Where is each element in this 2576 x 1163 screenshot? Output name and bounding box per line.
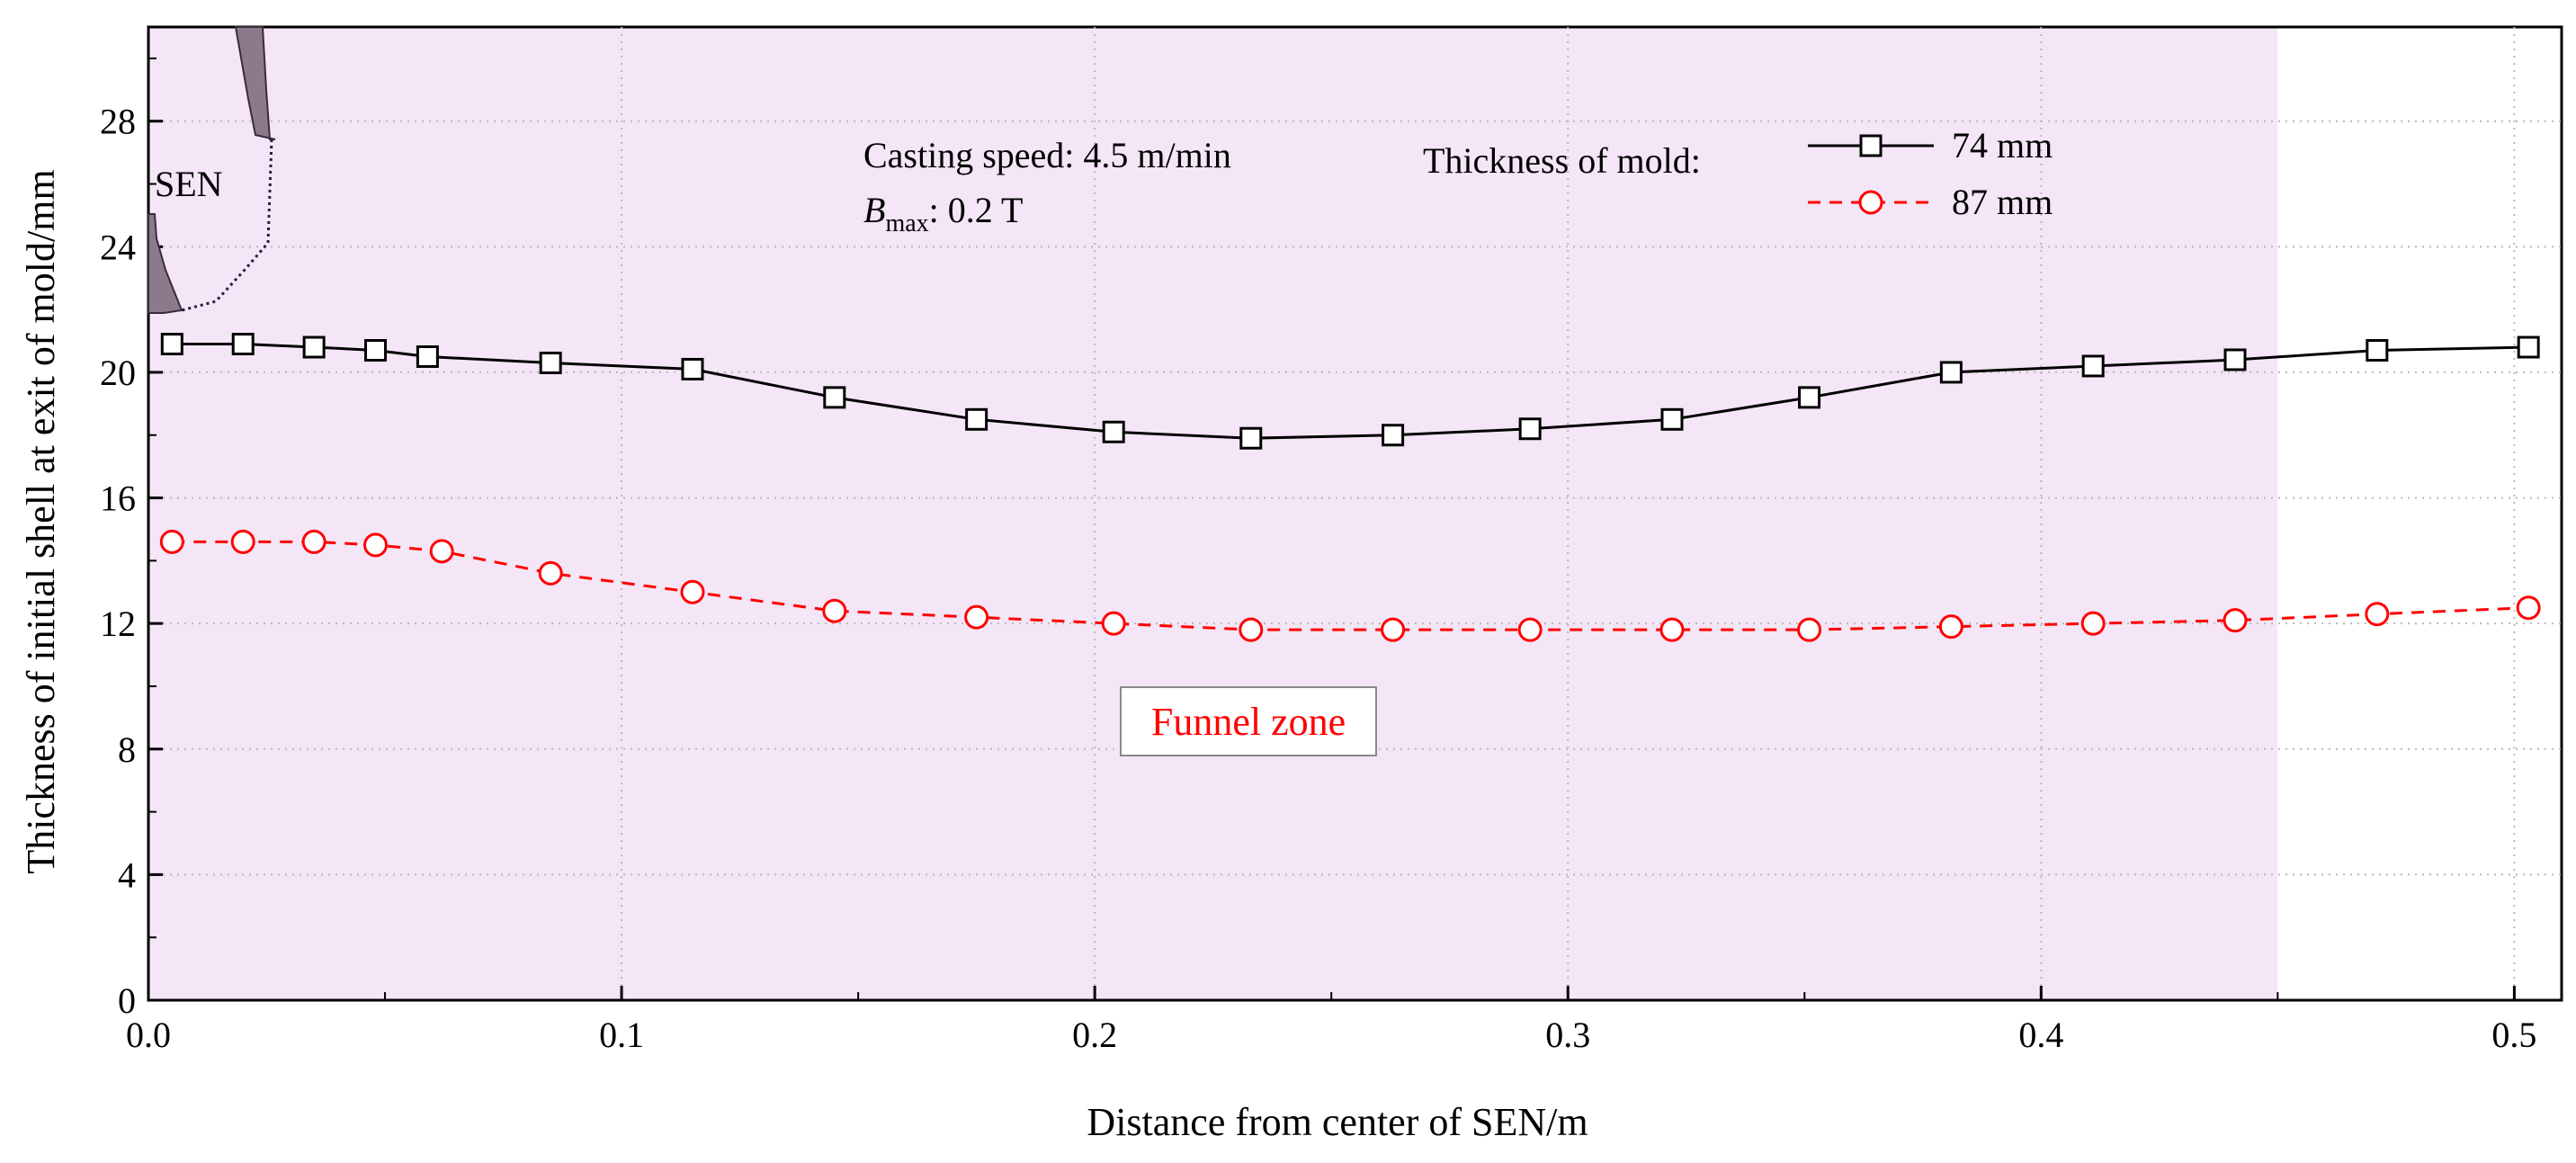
sen-nozzle-wall-lower bbox=[148, 213, 183, 314]
series-87-mm bbox=[159, 529, 2541, 642]
data-point bbox=[680, 579, 705, 604]
data-point bbox=[159, 529, 184, 554]
data-point bbox=[1101, 611, 1126, 636]
data-point bbox=[2365, 602, 2390, 627]
data-point bbox=[416, 344, 439, 368]
data-point bbox=[1518, 417, 1542, 441]
data-point bbox=[538, 560, 563, 586]
series-line bbox=[172, 540, 2529, 631]
sen-nozzle-outline-dotted bbox=[181, 139, 273, 312]
bmax-subscript: max bbox=[885, 210, 928, 237]
sen-label: SEN bbox=[155, 164, 223, 204]
y-tick-label: 12 bbox=[100, 604, 136, 644]
legend-label-74mm: 74 mm bbox=[1952, 125, 2053, 166]
data-point bbox=[1798, 386, 1821, 409]
legend: Thickness of mold: 74 mm 87 mm bbox=[1423, 125, 2053, 222]
data-point bbox=[1239, 617, 1264, 642]
y-tick-label: 0 bbox=[118, 980, 136, 1021]
x-axis-title: Distance from center of SEN/m bbox=[1087, 1100, 1588, 1144]
data-point bbox=[364, 339, 388, 362]
y-axis-title: Thickness of initial shell at exit of mo… bbox=[19, 169, 63, 873]
bmax-annotation: Bmax: 0.2 T bbox=[863, 190, 1023, 237]
legend-marker-74mm bbox=[1859, 134, 1883, 157]
x-tick-label: 0.0 bbox=[126, 1015, 171, 1055]
series-74-mm bbox=[160, 333, 2540, 450]
data-point bbox=[429, 539, 454, 564]
data-point bbox=[1382, 424, 1405, 447]
data-point bbox=[2223, 348, 2247, 371]
data-point bbox=[1660, 407, 1684, 431]
data-point bbox=[363, 532, 389, 558]
plot-area bbox=[147, 25, 2563, 1002]
casting-speed-annotation: Casting speed: 4.5 m/min bbox=[863, 135, 1231, 175]
data-point bbox=[1938, 614, 1963, 640]
y-tick-label: 4 bbox=[118, 854, 136, 895]
data-point bbox=[822, 598, 847, 623]
data-point bbox=[1381, 617, 1406, 642]
data-point bbox=[2080, 611, 2106, 636]
x-tick-label: 0.5 bbox=[2491, 1015, 2536, 1055]
sen-nozzle-wall-upper bbox=[234, 26, 276, 140]
data-point bbox=[2366, 339, 2389, 362]
data-point bbox=[2516, 595, 2541, 621]
data-point bbox=[539, 351, 562, 374]
data-point bbox=[1102, 420, 1125, 443]
data-point bbox=[2517, 335, 2540, 359]
legend-label-87mm: 87 mm bbox=[1952, 182, 2053, 222]
data-point bbox=[1659, 617, 1685, 642]
x-tick-label: 0.1 bbox=[599, 1015, 644, 1055]
data-point bbox=[230, 529, 255, 554]
data-point bbox=[1797, 617, 1822, 642]
funnel-zone-shading bbox=[148, 27, 2278, 1000]
x-tick-label: 0.2 bbox=[1072, 1015, 1117, 1055]
funnel-zone-label: Funnel zone bbox=[1151, 700, 1346, 744]
data-point bbox=[823, 386, 846, 409]
data-point bbox=[2223, 608, 2248, 633]
data-point bbox=[301, 529, 326, 554]
data-point bbox=[965, 407, 988, 431]
data-point bbox=[681, 357, 704, 380]
data-point bbox=[964, 604, 989, 630]
bmax-symbol: B bbox=[863, 190, 885, 230]
bmax-value: : 0.2 T bbox=[929, 190, 1024, 230]
x-tick-label: 0.3 bbox=[1545, 1015, 1590, 1055]
y-tick-label: 24 bbox=[100, 227, 136, 267]
data-point bbox=[160, 333, 183, 356]
sen-nozzle-illustration bbox=[148, 26, 276, 314]
data-point bbox=[1939, 361, 1963, 384]
data-point bbox=[2081, 354, 2105, 378]
axis-ticks: 0.0 0.1 0.2 0.3 0.4 0.5 0 4 8 12 16 20 24 28 bbox=[100, 57, 2536, 1055]
legend-title: Thickness of mold: bbox=[1423, 140, 1701, 181]
y-tick-label: 16 bbox=[100, 479, 136, 519]
data-point bbox=[302, 335, 326, 359]
x-tick-label: 0.4 bbox=[2018, 1015, 2063, 1055]
data-point bbox=[1517, 617, 1543, 642]
data-point bbox=[1239, 426, 1263, 450]
y-tick-label: 28 bbox=[100, 102, 136, 142]
funnel-zone-label-box bbox=[1120, 686, 1377, 756]
series-layer bbox=[159, 333, 2541, 642]
y-tick-label: 20 bbox=[100, 353, 136, 393]
y-tick-label: 8 bbox=[118, 729, 136, 770]
data-point bbox=[231, 333, 255, 356]
legend-marker-87mm bbox=[1858, 190, 1883, 215]
